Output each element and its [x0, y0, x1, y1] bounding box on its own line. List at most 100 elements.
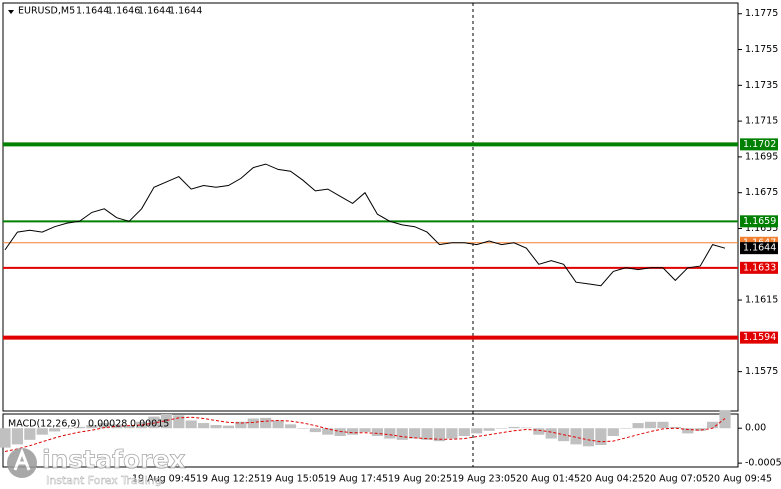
macd-bar: [347, 428, 359, 435]
macd-bar: [371, 428, 383, 436]
macd-bar: [235, 421, 247, 429]
macd-bar: [36, 428, 48, 435]
macd-bar: [458, 428, 470, 436]
level-label: 1.1659: [743, 216, 776, 227]
macd-bar: [607, 428, 619, 436]
macd-bar: [222, 425, 235, 429]
macd-bar: [322, 428, 334, 435]
macd-bar: [284, 424, 297, 429]
macd-bar: [582, 428, 595, 447]
current-price: 1.1644: [743, 243, 776, 254]
macd-bar: [260, 417, 272, 429]
tagline: Instant Forex Trading: [46, 474, 162, 487]
level-label-bg: [740, 331, 778, 344]
macd-bar: [210, 424, 222, 429]
level-label: 1.1702: [743, 139, 776, 150]
level-label-bg: [740, 138, 778, 151]
level-label: 1.1594: [743, 332, 776, 343]
macd-title: MACD(12,26,9): [8, 419, 80, 430]
x-tick-label: 19 Aug 15:05: [260, 474, 324, 485]
price-line: [4, 163, 726, 287]
x-tick-label: 20 Aug 09:45: [708, 474, 772, 485]
level-label: 1.1633: [743, 262, 776, 273]
y-tick-label: 1.1615: [745, 295, 778, 306]
macd-bar: [160, 414, 172, 429]
watermark: instaforex Instant Forex Trading: [7, 445, 186, 487]
brand: instaforex: [42, 445, 186, 474]
macd-bar: [198, 423, 210, 429]
x-tick-label: 19 Aug 17:45: [324, 474, 388, 485]
macd-bar: [0, 428, 11, 448]
macd-bar: [657, 421, 669, 429]
logo-mark: [13, 447, 31, 471]
macd-bar: [309, 428, 321, 433]
macd-bar: [508, 426, 520, 429]
macd-bar: [595, 428, 607, 446]
macd-bar: [644, 421, 657, 429]
level-label-bg: [740, 215, 778, 228]
ohlc-value: 1.1644: [138, 6, 171, 17]
y-tick-label: 1.1575: [745, 366, 778, 377]
macd-bar: [359, 428, 371, 433]
macd-bar: [272, 420, 284, 429]
level-label-bg: [740, 261, 778, 274]
ohlc-value: 1.1644: [169, 6, 202, 17]
macd-reading: 0.00015: [130, 419, 169, 430]
y-tick-label: 1.1715: [745, 116, 778, 127]
macd-bar: [495, 428, 508, 429]
x-tick-label: 20 Aug 07:05: [644, 474, 708, 485]
macd-bar: [384, 428, 396, 439]
macd-bar: [483, 428, 495, 431]
macd-bar: [396, 428, 408, 440]
macd-bar: [433, 428, 446, 442]
x-tick-label: 19 Aug 12:25: [196, 474, 260, 485]
macd-bar: [185, 420, 197, 429]
macd-bar: [682, 428, 694, 434]
macd-bar: [520, 427, 532, 429]
macd-bar: [61, 428, 73, 429]
macd-bar: [173, 415, 185, 429]
x-tick-label: 20 Aug 01:45: [516, 474, 580, 485]
macd-bar: [669, 426, 681, 429]
macd-bar: [446, 428, 458, 439]
macd-panel: [2, 413, 739, 468]
signal-line: [4, 416, 726, 452]
macd-bar: [123, 425, 135, 429]
y-tick-label: 1.1735: [745, 80, 778, 91]
current-price-bg: [740, 242, 778, 255]
ohlc-value: 1.1646: [107, 6, 140, 17]
macd-bar: [409, 428, 421, 439]
y-tick-label: 1.1755: [745, 44, 778, 55]
y-tick-label: 1.1775: [745, 8, 778, 19]
plot-layer: 19 Aug 09:45 19 Aug 12:25 19 Aug 15:05 19 A…: [0, 8, 781, 485]
macd-bar: [421, 428, 433, 440]
macd-bar: [334, 428, 346, 436]
macd-bar: [719, 410, 731, 429]
ohlc-value: 1.1644: [76, 6, 109, 17]
dropdown-icon: [8, 10, 14, 14]
main-panel: [2, 2, 739, 412]
macd-bar: [98, 423, 110, 429]
y-tick-label: 1.1695: [745, 151, 778, 162]
macd-bar: [694, 428, 706, 431]
macd-bar: [297, 428, 309, 429]
macd-bar: [24, 428, 36, 440]
macd-bar: [49, 428, 61, 432]
macd-bar: [707, 421, 719, 429]
macd-bar: [135, 421, 148, 429]
y-tick-label: 0.00: [745, 423, 766, 434]
x-tick-label: 19 Aug 20:25: [388, 474, 452, 485]
y-tick-label: 1.1675: [745, 187, 778, 198]
macd-reading: 0.00028: [88, 419, 127, 430]
macd-bar: [73, 426, 86, 429]
macd-bar: [545, 428, 557, 439]
macd-bar: [570, 428, 582, 445]
macd-bar: [111, 424, 123, 429]
x-tick-label: 20 Aug 04:25: [580, 474, 644, 485]
macd-bar: [471, 428, 483, 434]
x-tick-label: 19 Aug 09:45: [132, 474, 196, 485]
macd-bar: [620, 428, 632, 429]
macd-bar: [247, 418, 259, 429]
